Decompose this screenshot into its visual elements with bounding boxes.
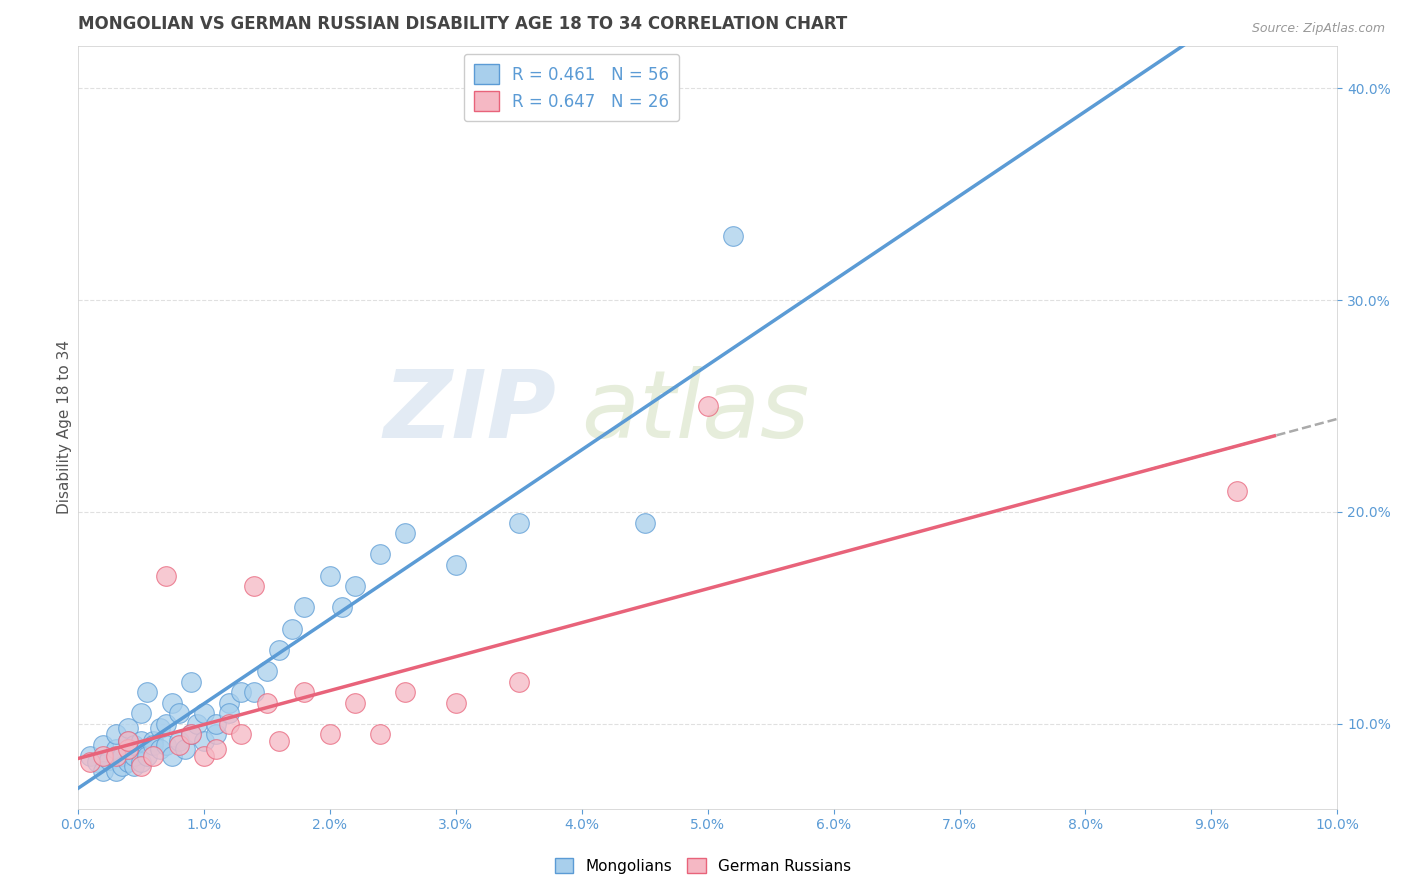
Point	[104, 764, 127, 778]
Point	[167, 734, 190, 748]
Legend: R = 0.461   N = 56, R = 0.647   N = 26: R = 0.461 N = 56, R = 0.647 N = 26	[464, 54, 679, 121]
Point	[205, 727, 228, 741]
Point	[318, 568, 340, 582]
Point	[129, 759, 152, 773]
Point	[231, 685, 253, 699]
Point	[256, 696, 278, 710]
Point	[294, 685, 316, 699]
Point	[368, 727, 391, 741]
Point	[368, 547, 391, 561]
Point	[86, 755, 108, 769]
Point	[124, 759, 146, 773]
Point	[160, 696, 183, 710]
Point	[294, 600, 316, 615]
Point	[155, 738, 177, 752]
Point	[218, 717, 240, 731]
Point	[193, 734, 215, 748]
Point	[343, 579, 366, 593]
Point	[231, 727, 253, 741]
Point	[124, 748, 146, 763]
Point	[149, 721, 172, 735]
Point	[136, 685, 159, 699]
Point	[696, 399, 718, 413]
Point	[111, 748, 134, 763]
Point	[444, 558, 467, 572]
Point	[243, 685, 266, 699]
Point	[193, 706, 215, 721]
Point	[721, 229, 744, 244]
Point	[167, 706, 190, 721]
Point	[117, 734, 139, 748]
Point	[173, 742, 195, 756]
Point	[129, 755, 152, 769]
Point	[111, 759, 134, 773]
Point	[205, 717, 228, 731]
Point	[444, 696, 467, 710]
Point	[180, 727, 202, 741]
Point	[205, 742, 228, 756]
Point	[79, 748, 101, 763]
Point	[394, 526, 416, 541]
Point	[167, 738, 190, 752]
Text: ZIP: ZIP	[384, 366, 557, 458]
Point	[124, 738, 146, 752]
Point	[193, 748, 215, 763]
Point	[155, 717, 177, 731]
Point	[256, 664, 278, 678]
Legend: Mongolians, German Russians: Mongolians, German Russians	[548, 852, 858, 880]
Point	[117, 755, 139, 769]
Point	[117, 742, 139, 756]
Y-axis label: Disability Age 18 to 34: Disability Age 18 to 34	[58, 340, 72, 514]
Point	[129, 706, 152, 721]
Point	[343, 696, 366, 710]
Point	[117, 721, 139, 735]
Point	[243, 579, 266, 593]
Point	[79, 755, 101, 769]
Point	[91, 748, 114, 763]
Point	[136, 748, 159, 763]
Point	[142, 738, 165, 752]
Point	[186, 717, 208, 731]
Point	[394, 685, 416, 699]
Point	[218, 706, 240, 721]
Text: atlas: atlas	[582, 367, 810, 458]
Point	[508, 516, 530, 530]
Point	[281, 622, 304, 636]
Point	[180, 727, 202, 741]
Point	[218, 696, 240, 710]
Point	[117, 734, 139, 748]
Point	[269, 642, 291, 657]
Point	[142, 734, 165, 748]
Text: MONGOLIAN VS GERMAN RUSSIAN DISABILITY AGE 18 TO 34 CORRELATION CHART: MONGOLIAN VS GERMAN RUSSIAN DISABILITY A…	[77, 15, 846, 33]
Point	[633, 516, 655, 530]
Point	[160, 748, 183, 763]
Point	[129, 734, 152, 748]
Point	[91, 738, 114, 752]
Point	[104, 727, 127, 741]
Point	[269, 734, 291, 748]
Point	[104, 748, 127, 763]
Point	[98, 753, 121, 767]
Point	[1226, 483, 1249, 498]
Point	[142, 748, 165, 763]
Point	[318, 727, 340, 741]
Point	[180, 674, 202, 689]
Point	[149, 742, 172, 756]
Point	[508, 674, 530, 689]
Point	[104, 742, 127, 756]
Point	[330, 600, 353, 615]
Text: Source: ZipAtlas.com: Source: ZipAtlas.com	[1251, 22, 1385, 36]
Point	[155, 568, 177, 582]
Point	[91, 764, 114, 778]
